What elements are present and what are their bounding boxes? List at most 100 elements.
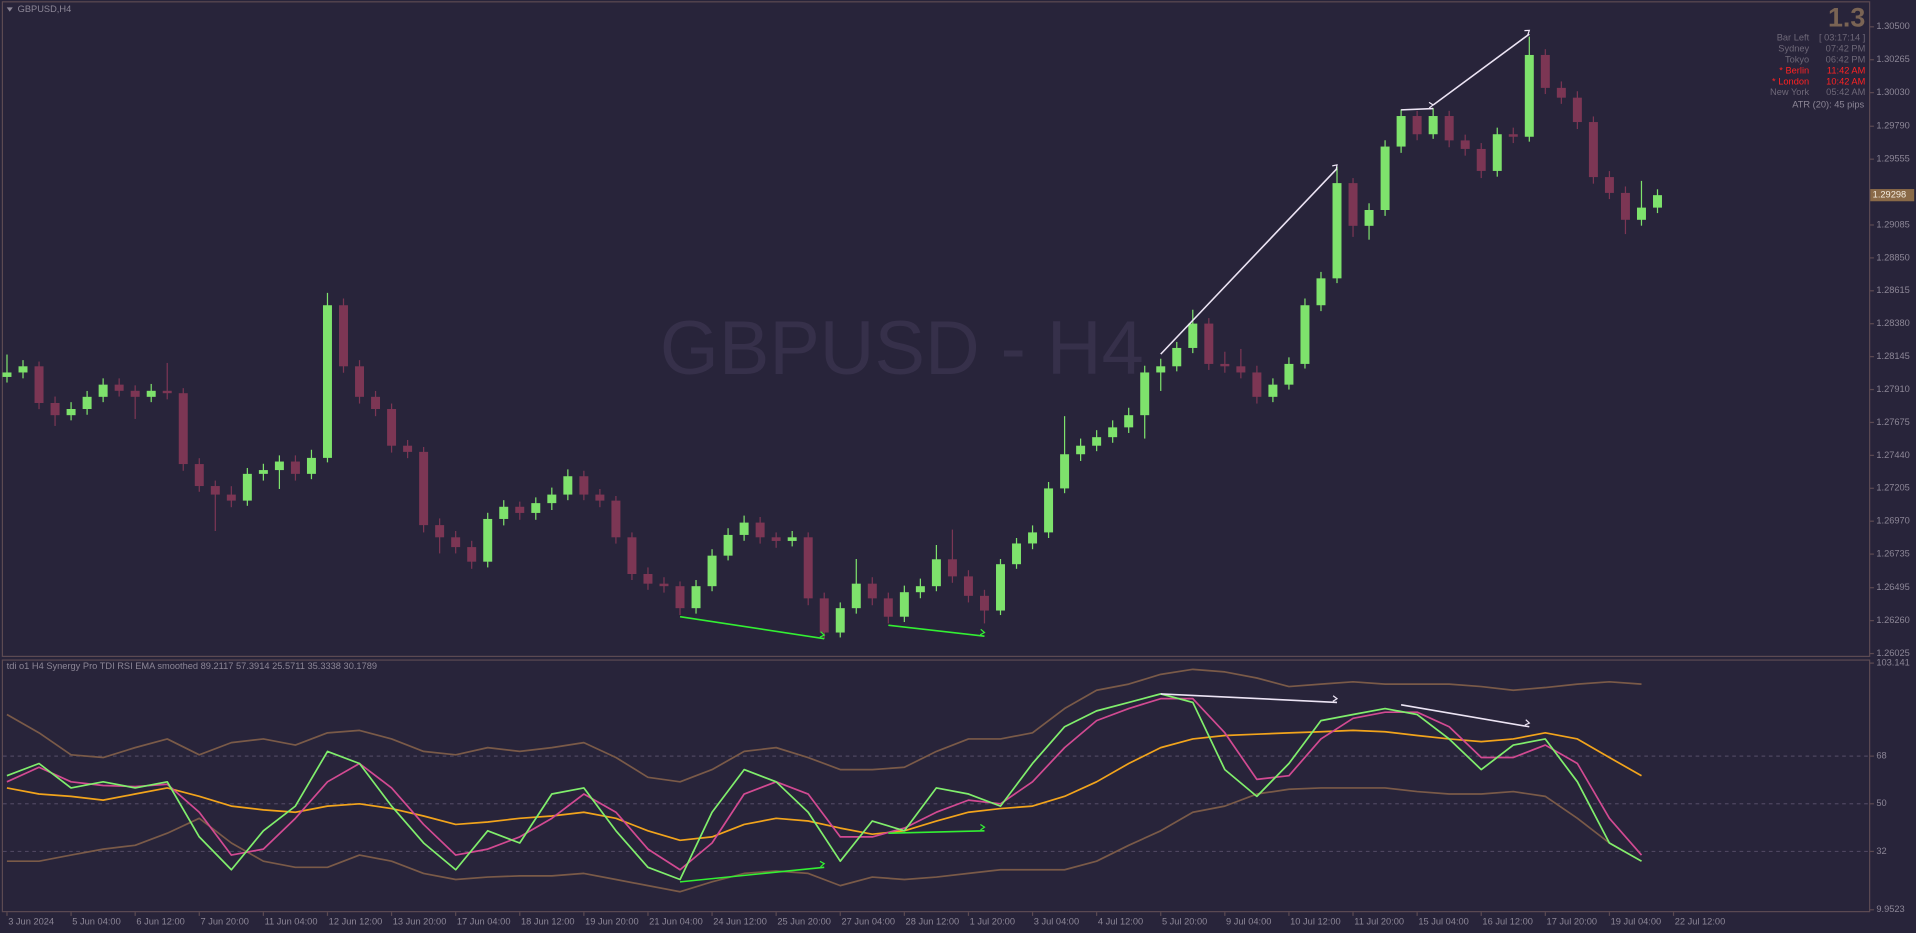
candle-body [1124, 415, 1134, 428]
candle-body [787, 537, 797, 541]
y-tick-label: 1.27675 [1876, 417, 1909, 427]
candle-body [258, 470, 268, 474]
x-tick-label: 11 Jun 04:00 [265, 916, 318, 926]
candle-body [611, 500, 621, 538]
info-label: * Berlin [1779, 65, 1809, 75]
candle-body [755, 522, 765, 538]
x-tick-label: 10 Jul 12:00 [1290, 916, 1341, 926]
candle-body [1332, 183, 1342, 279]
candle-body [1604, 177, 1614, 193]
candle-body [1524, 54, 1534, 137]
candle-body [835, 608, 845, 633]
candle-body [1412, 116, 1422, 135]
candle-body [483, 518, 493, 562]
candle-body [242, 473, 252, 501]
candle-body [1492, 134, 1502, 171]
info-value: 06:42 PM [1826, 54, 1866, 64]
arrow-head [819, 631, 826, 638]
candle-body [419, 451, 429, 526]
y-tick-label: 1.28145 [1876, 351, 1909, 361]
watermark: GBPUSD - H4 [660, 306, 1144, 391]
candle-body [531, 503, 541, 513]
candle-body [435, 525, 445, 538]
candle-body [723, 534, 733, 556]
candle-body [691, 586, 701, 609]
arrow-head [1332, 695, 1339, 702]
y-tick-label: 1.30030 [1876, 87, 1909, 97]
candle-body [1300, 305, 1310, 364]
candle-body [963, 576, 973, 596]
x-tick-label: 28 Jun 12:00 [906, 916, 960, 926]
x-tick-label: 12 Jun 12:00 [329, 916, 383, 926]
candle-body [1076, 445, 1086, 455]
candle-body [1140, 372, 1150, 416]
candle-body [1044, 488, 1054, 533]
y-tick-label: 32 [1876, 846, 1886, 856]
info-label: Tokyo [1785, 54, 1809, 64]
info-value: 05:42 AM [1826, 87, 1865, 97]
y-tick-label: 68 [1876, 751, 1886, 761]
candle-body [1012, 543, 1022, 565]
candle-body [1380, 146, 1390, 210]
y-tick-label: 1.26495 [1876, 582, 1909, 592]
info-label: Sydney [1778, 43, 1809, 53]
candle-body [1348, 183, 1358, 226]
divergence-line [1400, 704, 1530, 728]
candle-body [403, 445, 413, 452]
candle-body [1508, 134, 1518, 137]
candle-body [659, 583, 669, 587]
candle-body [130, 390, 140, 397]
candle-body [98, 384, 108, 397]
indicator-panel-frame [1, 659, 1871, 913]
candle-body [1364, 210, 1374, 226]
divergence-line [888, 624, 985, 637]
candle-body [979, 595, 989, 611]
indicator-line [6, 693, 1642, 881]
candle-body [18, 366, 28, 373]
candle-body [226, 494, 236, 501]
x-tick-label: 5 Jun 04:00 [72, 916, 120, 926]
candle-body [1316, 278, 1326, 306]
candle-body [707, 555, 717, 587]
x-tick-label: 13 Jun 20:00 [393, 916, 447, 926]
candle-body [1268, 384, 1278, 397]
candle-body [643, 573, 653, 584]
candle-body [50, 402, 60, 416]
arrow-head [979, 628, 986, 636]
candle-body [627, 537, 637, 574]
candle-body [339, 305, 348, 367]
candle-body [162, 390, 172, 394]
x-tick-label: 18 Jun 12:00 [521, 916, 575, 926]
arrow-head [1524, 29, 1531, 36]
candle-body [1636, 207, 1646, 220]
candle-body [82, 396, 92, 410]
indicator-line [6, 729, 1642, 842]
candle-body [1252, 372, 1262, 397]
candle-body [1028, 532, 1038, 544]
menu-triangle[interactable] [6, 7, 13, 12]
x-tick-label: 15 Jul 04:00 [1418, 916, 1469, 926]
candle-body [34, 366, 44, 403]
info-value: 1.3 [1828, 3, 1865, 33]
divergence-line [1160, 167, 1338, 355]
candle-body [739, 522, 749, 535]
x-tick-label: 19 Jul 04:00 [1611, 916, 1662, 926]
candle-body [579, 476, 589, 495]
divergence-line [1160, 693, 1338, 704]
candle-body [1204, 323, 1214, 364]
candle-body [867, 583, 877, 599]
x-tick-label: 27 Jun 04:00 [841, 916, 895, 926]
candle-body [371, 396, 381, 410]
candle-body [210, 486, 220, 495]
candle-body [947, 559, 957, 577]
candles [2, 36, 1662, 639]
candle-body [803, 537, 813, 599]
candle-body [1188, 323, 1198, 348]
price-label: 1.29298 [1873, 190, 1907, 200]
arrow-head [980, 823, 986, 831]
candle-body [290, 461, 300, 474]
x-tick-label: 24 Jun 12:00 [713, 916, 767, 926]
indicator-title: tdi o1 H4 Synergy Pro TDI RSI EMA smooth… [7, 661, 377, 671]
candle-body [851, 583, 861, 609]
